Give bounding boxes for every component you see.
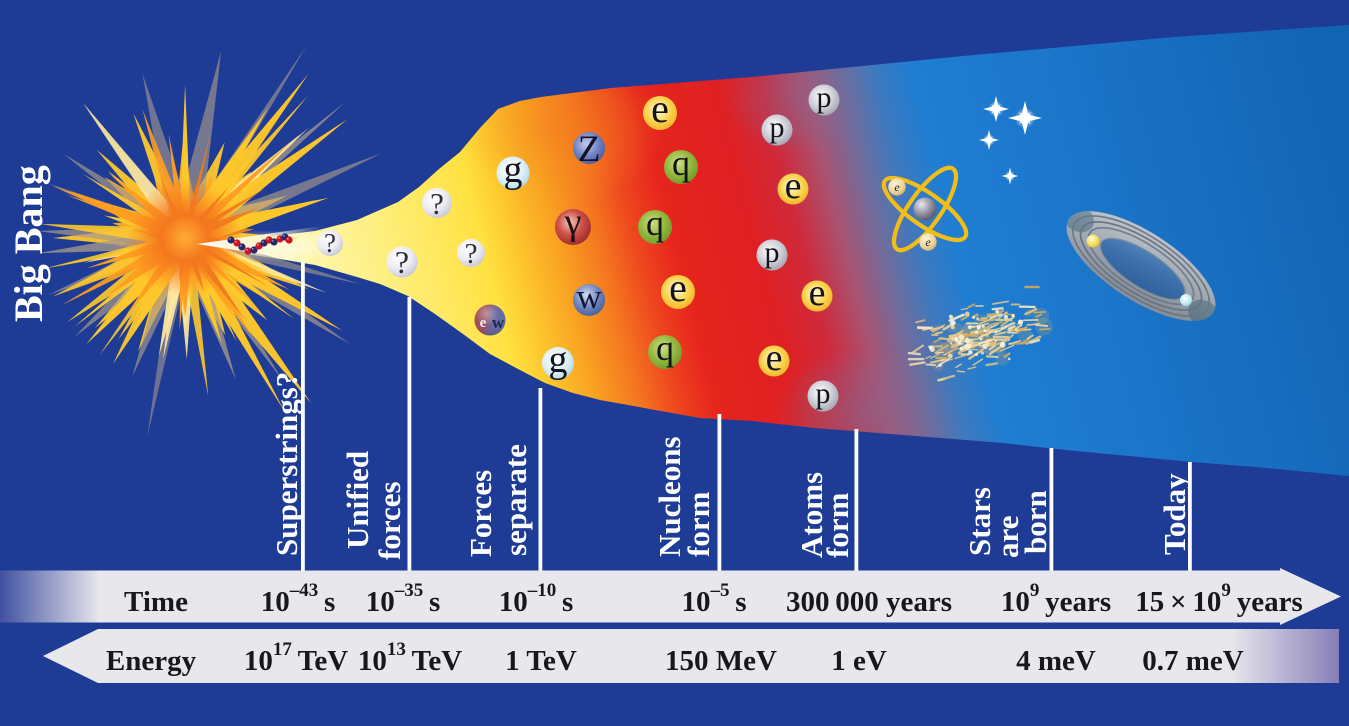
svg-text:4 meV: 4 meV [1016, 645, 1096, 677]
svg-text:w: w [492, 313, 505, 332]
svg-text:are: are [990, 516, 1025, 558]
svg-text:?: ? [430, 186, 444, 221]
svg-text:?: ? [395, 244, 409, 280]
svg-text:e: e [651, 86, 669, 131]
svg-text:p: p [817, 81, 832, 114]
svg-text:e: e [785, 165, 802, 207]
svg-text:0.7 meV: 0.7 meV [1142, 645, 1244, 677]
svg-text:Today: Today [1157, 473, 1192, 555]
svg-text:?: ? [324, 228, 336, 258]
svg-text:w: w [576, 277, 602, 316]
svg-text:Energy: Energy [106, 645, 197, 677]
svg-text:1013 TeV: 1013 TeV [358, 639, 462, 677]
svg-text:e: e [480, 315, 487, 331]
svg-text:1017 TeV: 1017 TeV [244, 639, 348, 677]
svg-text:form: form [681, 491, 716, 557]
svg-text:?: ? [465, 238, 478, 270]
svg-text:e: e [925, 235, 931, 249]
svg-text:Big Bang: Big Bang [6, 165, 51, 322]
svg-text:1 TeV: 1 TeV [505, 645, 577, 677]
svg-text:p: p [765, 236, 780, 269]
svg-text:Stars: Stars [962, 487, 997, 556]
svg-text:15 × 109 years: 15 × 109 years [1135, 580, 1302, 618]
svg-text:p: p [816, 377, 831, 410]
svg-text:Nucleons: Nucleons [652, 436, 687, 557]
svg-text:q: q [646, 203, 664, 243]
svg-text:separate: separate [498, 444, 533, 556]
svg-text:Superstrings?: Superstrings? [269, 372, 304, 556]
svg-text:g: g [549, 339, 568, 381]
svg-text:1 eV: 1 eV [831, 645, 887, 677]
svg-text:e: e [809, 272, 826, 314]
svg-text:e: e [894, 180, 900, 194]
svg-text:Atoms: Atoms [794, 472, 829, 558]
svg-text:q: q [672, 143, 690, 183]
svg-text:109 years: 109 years [1001, 580, 1111, 618]
svg-text:e: e [766, 337, 783, 379]
svg-text:p: p [770, 111, 785, 144]
svg-text:e: e [669, 265, 687, 310]
svg-text:Unified: Unified [340, 451, 375, 549]
svg-text:q: q [656, 328, 674, 368]
svg-text:forces: forces [372, 481, 407, 560]
svg-text:g: g [504, 149, 523, 191]
svg-text:10–10 s: 10–10 s [499, 580, 574, 618]
svg-text:γ: γ [564, 201, 582, 243]
svg-text:born: born [1018, 490, 1053, 554]
svg-text:form: form [820, 492, 855, 558]
svg-text:150 MeV: 150 MeV [665, 645, 777, 677]
svg-text:300 000 years: 300 000 years [786, 586, 952, 618]
svg-text:Forces: Forces [463, 470, 498, 557]
svg-text:Z: Z [578, 129, 601, 170]
svg-text:Time: Time [124, 586, 188, 618]
